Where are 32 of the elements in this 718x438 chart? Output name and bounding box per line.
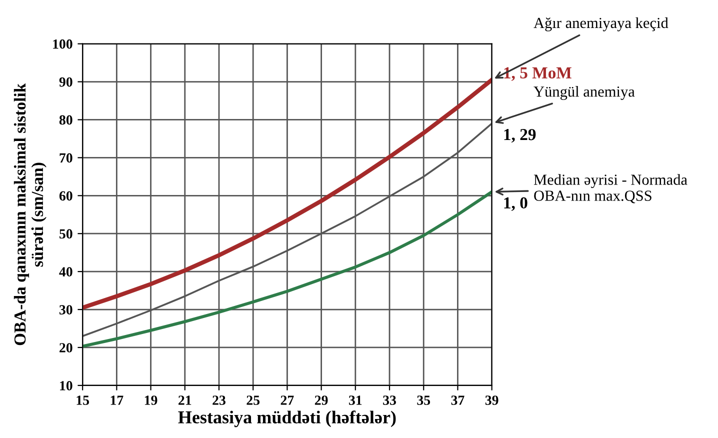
series-label: 1, 0 (504, 197, 528, 211)
x-tick-label: 15 (76, 396, 90, 405)
x-tick-label: 17 (110, 396, 124, 405)
x-tick-label: 39 (485, 396, 498, 405)
y-tick-label: 70 (60, 153, 72, 163)
line-series (82, 78, 492, 310)
x-tick-label: 31 (348, 396, 362, 405)
y-tick-label: 60 (59, 191, 72, 201)
x-tick-label: 19 (144, 396, 158, 405)
y-tick-label: 10 (60, 381, 72, 390)
x-axis-title: Hestasiya müddəti (həftələr) (178, 410, 396, 428)
y-tick-label: 50 (60, 229, 72, 239)
x-tick-label: 27 (280, 396, 294, 405)
x-tick-label: 29 (314, 396, 328, 405)
y-tick-label: 40 (59, 267, 72, 277)
y-tick-label: 90 (59, 77, 72, 87)
y-tick-label: 30 (59, 305, 72, 314)
y-tick-label: 20 (60, 343, 72, 352)
line-series (82, 190, 492, 348)
x-tick-label: 23 (212, 396, 226, 405)
x-tick-label: 25 (246, 396, 260, 405)
text: Yüngül anemiya (534, 86, 635, 100)
text: Median əyrisi - Normada OBA-nın max.QSS (534, 174, 688, 204)
x-tick-label: 35 (417, 396, 430, 405)
y-tick-label: 100 (53, 39, 72, 49)
series-label: 1, 29 (504, 128, 536, 143)
x-tick-label: 33 (383, 396, 396, 405)
y-axis-title: OBA-da qanaxının maksimal sistolik sürəti (sm/san) (14, 83, 46, 346)
x-tick-label: 21 (178, 396, 192, 405)
x-tick-label: 37 (451, 396, 464, 405)
text: Ağır anemiyaya keçid (534, 17, 668, 32)
y-tick-label: 80 (59, 115, 72, 125)
